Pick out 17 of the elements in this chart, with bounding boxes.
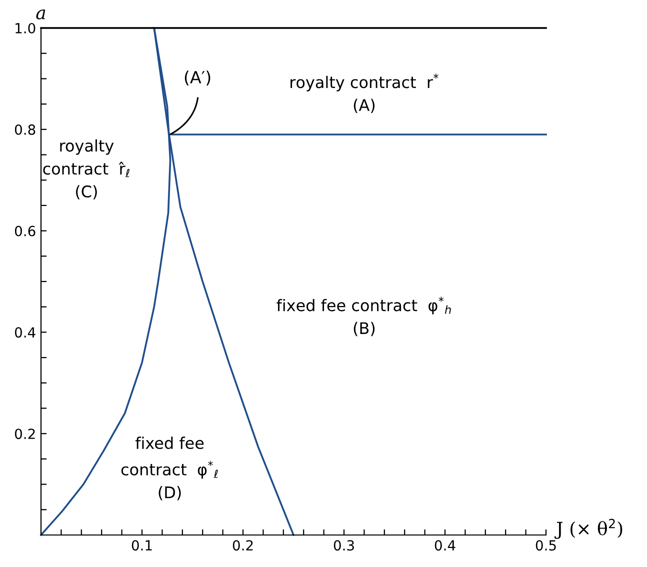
y-tick-label: 0.4	[14, 327, 36, 338]
text: royalty contract r$^{*}$ (A)	[290, 74, 438, 114]
x-axis-title: J (× θ$^{2}$)	[554, 518, 622, 539]
y-tick-label: 0.6	[14, 226, 36, 236]
annotation: (A′)	[184, 70, 210, 86]
y-axis-title: a	[36, 10, 46, 20]
y-tick-label: 1.0	[16, 22, 36, 34]
text: fixed fee contract φ$^{*}$$_{h}$ (B)	[276, 296, 451, 336]
x-tick-label: 0.1	[132, 540, 152, 551]
text: royalty contract r̂$_{ℓ}$ (C)	[43, 139, 130, 200]
x-tick-label: 0.3	[334, 540, 354, 551]
text: fixed fee contract φ$^{*}$$_{ℓ}$ (D)	[121, 436, 218, 500]
x-tick-label: 0.5	[536, 540, 556, 551]
x-tick-label: 0.4	[434, 540, 456, 551]
y-tick-label: 0.2	[14, 428, 35, 440]
y-tick-label: 0.8	[14, 124, 36, 135]
x-tick-label: 0.2	[232, 540, 253, 551]
